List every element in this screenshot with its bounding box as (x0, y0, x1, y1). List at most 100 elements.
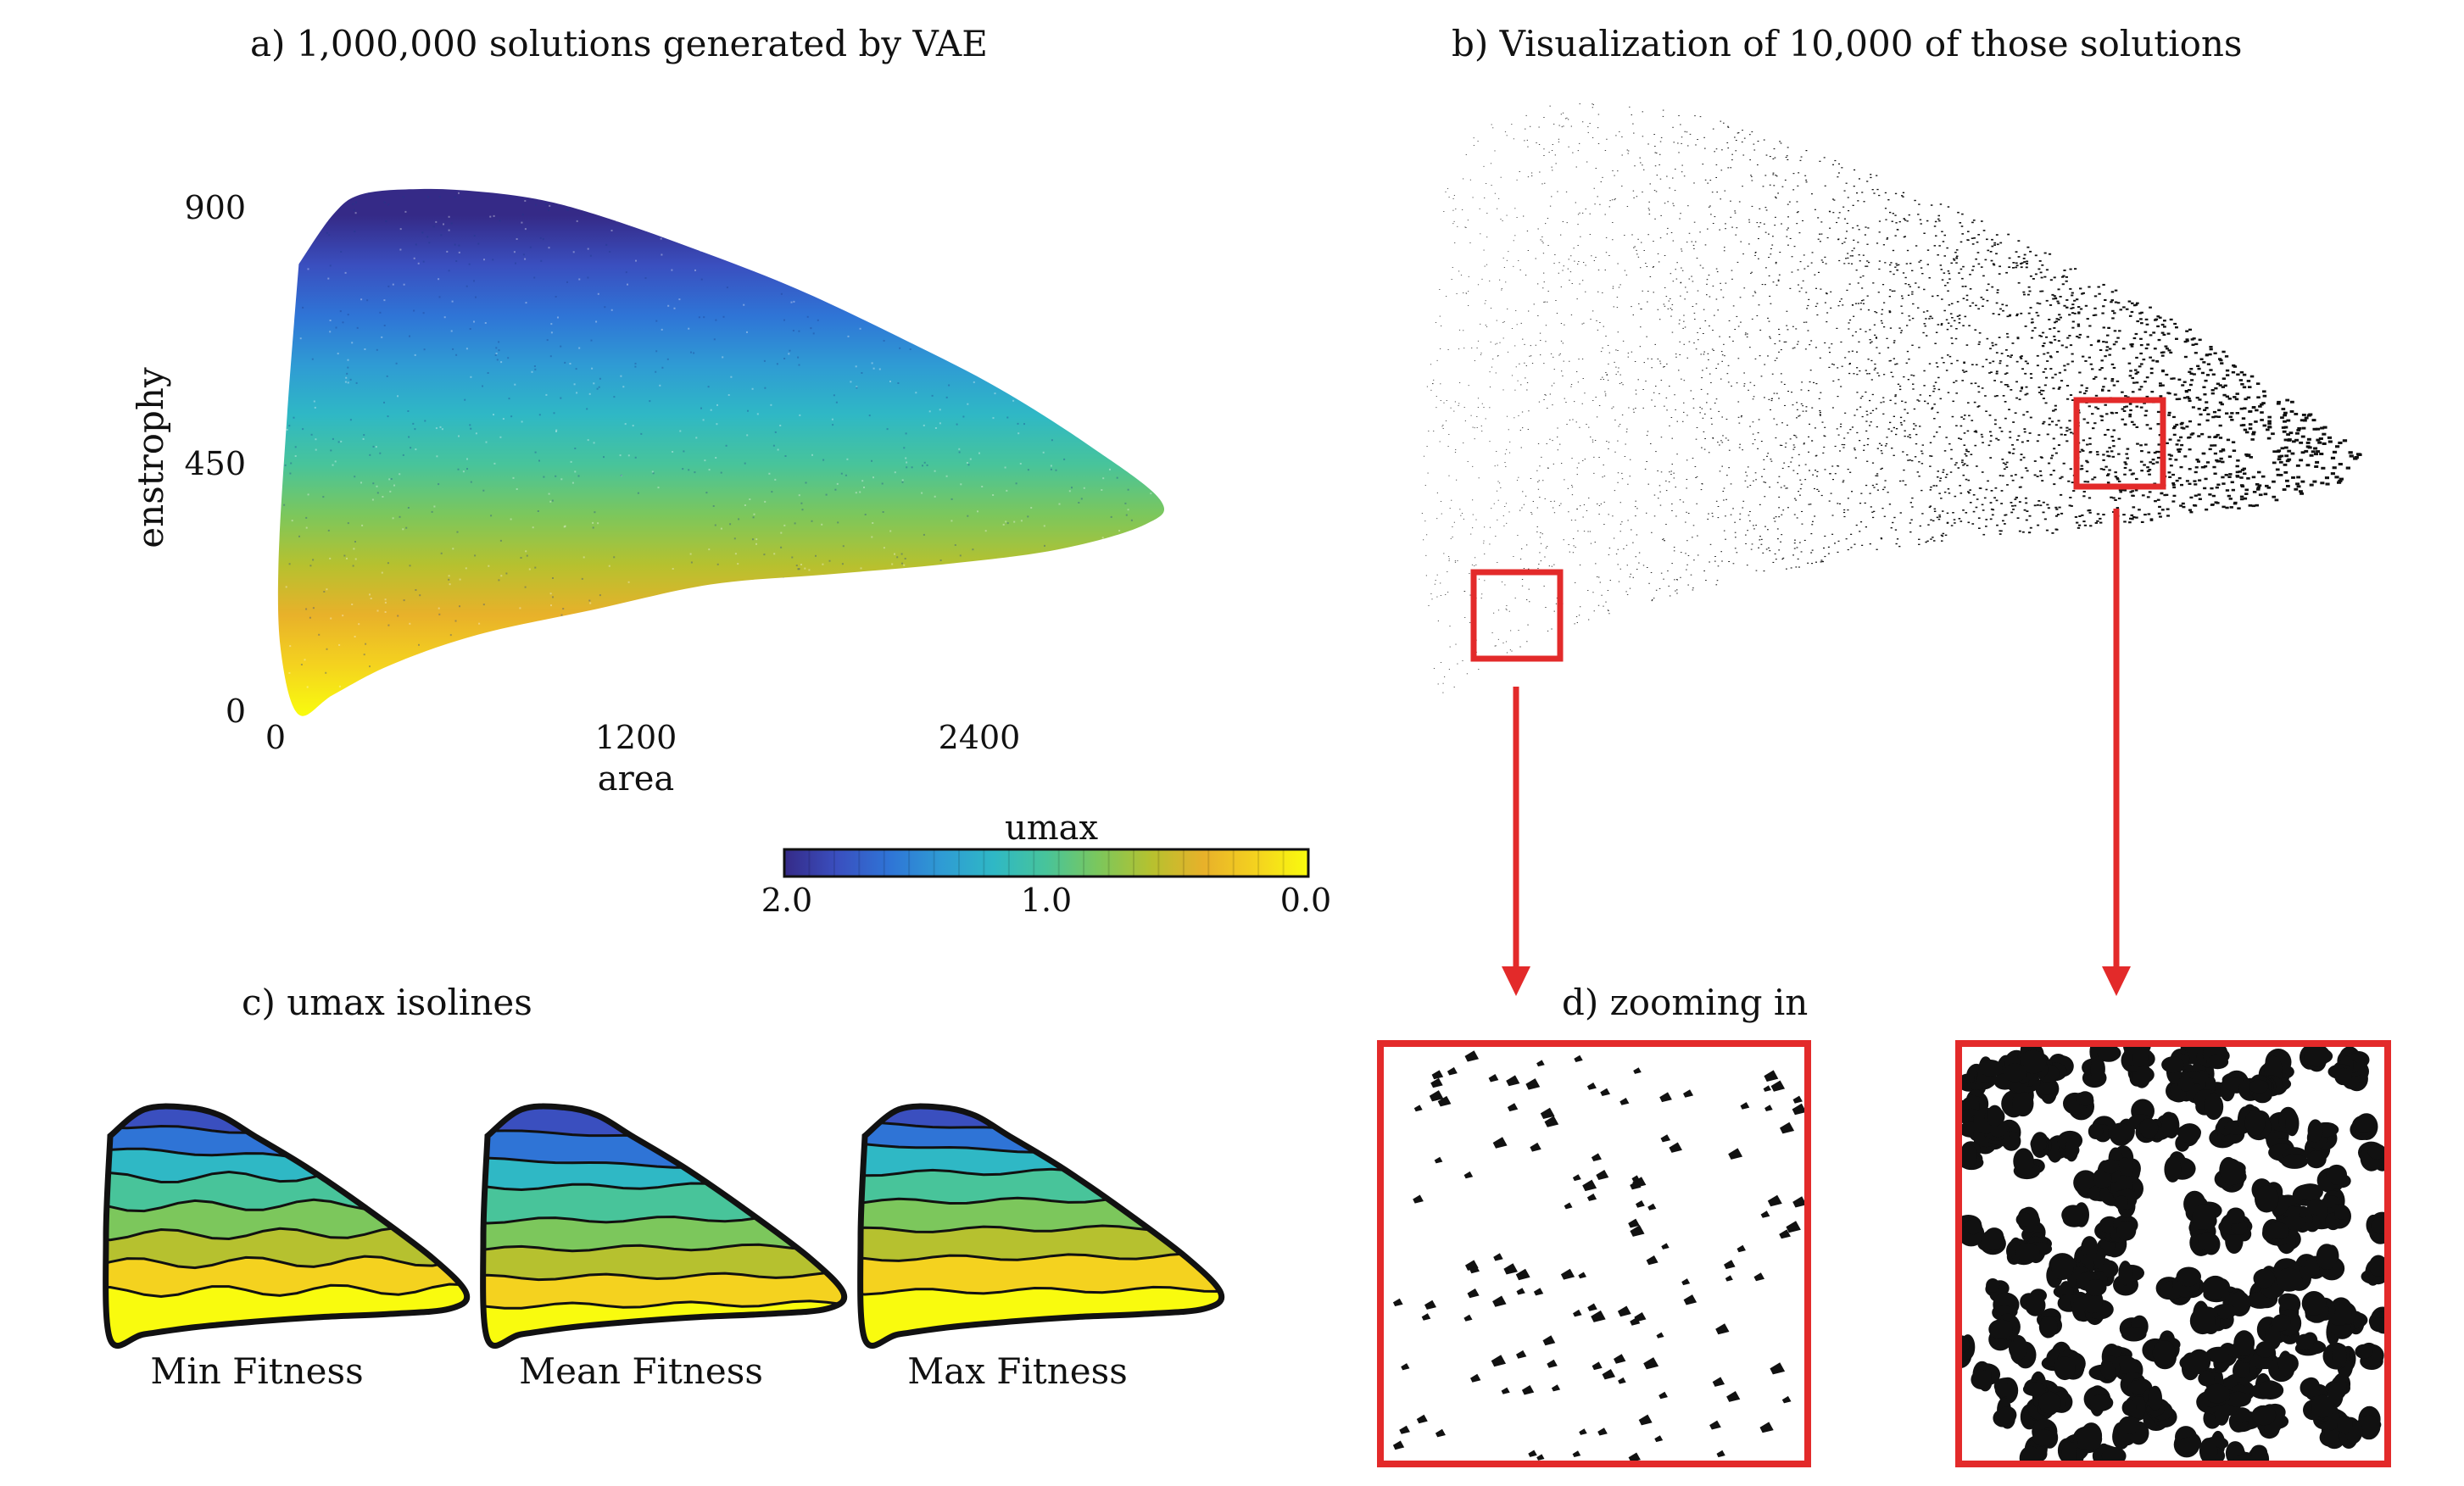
scatter-speckle (1008, 165, 1010, 167)
scatter-point (2020, 266, 2023, 269)
scatter-point (2168, 458, 2172, 460)
scatter-point (1455, 449, 1457, 450)
scatter-speckle (475, 432, 477, 435)
scatter-point (1977, 308, 1980, 310)
scatter-point (1531, 363, 1534, 364)
scatter-speckle (417, 167, 419, 169)
scatter-point (1856, 225, 1859, 226)
scatter-point (1963, 432, 1966, 434)
scatter-point (1651, 532, 1653, 533)
scatter-point (1968, 415, 1971, 417)
scatter-point (1539, 465, 1541, 467)
scatter-point (1592, 439, 1594, 441)
scatter-point (1849, 471, 1852, 473)
scatter-point (1955, 249, 1959, 251)
scatter-point (1477, 398, 1480, 399)
scatter-speckle (798, 364, 800, 366)
scatter-point (1715, 164, 1718, 165)
scatter-speckle (358, 623, 360, 626)
scatter-point (1886, 237, 1889, 239)
scatter-speckle (678, 132, 680, 134)
scatter-speckle (345, 376, 348, 379)
scatter-point (1775, 216, 1776, 218)
scatter-point (2160, 354, 2165, 357)
scatter-point (1672, 177, 1674, 179)
scatter-point (1929, 455, 1932, 457)
scatter-point (2214, 387, 2218, 390)
scatter-speckle (977, 510, 978, 513)
scatter-point (1736, 552, 1738, 554)
scatter-point (2114, 476, 2118, 478)
scatter-point (1840, 386, 1842, 387)
scatter-point (2177, 450, 2182, 454)
scatter-point (1981, 387, 1984, 389)
scatter-speckle (409, 565, 411, 567)
scatter-speckle (926, 110, 928, 112)
scatter-point (1564, 398, 1565, 399)
scatter-speckle (1067, 676, 1069, 678)
scatter-speckle (817, 319, 819, 321)
scatter-point (1477, 141, 1479, 142)
scatter-point (2290, 400, 2294, 404)
scatter-point (2107, 389, 2110, 392)
scatter-point (1944, 285, 1947, 287)
scatter-speckle (1131, 564, 1134, 566)
scatter-speckle (302, 306, 304, 309)
panel-b: b) Visualization of 10,000 of those solu… (1421, 23, 2362, 996)
scatter-point (1974, 444, 1977, 447)
scatter-speckle (677, 236, 679, 238)
scatter-point (1582, 378, 1584, 379)
scatter-point (1924, 325, 1926, 327)
scatter-point (1699, 406, 1701, 408)
scatter-speckle (401, 114, 403, 115)
scatter-speckle (942, 282, 945, 285)
scatter-point (2262, 390, 2266, 393)
scatter-point (1752, 421, 1754, 423)
scatter-speckle (1058, 246, 1061, 248)
scatter-point (1621, 521, 1623, 523)
scatter-point (1899, 421, 1903, 424)
scatter-speckle (780, 292, 783, 295)
scatter-speckle (788, 353, 790, 355)
scatter-speckle (603, 196, 605, 198)
scatter-point (2106, 481, 2110, 484)
scatter-point (1654, 165, 1657, 167)
scatter-speckle (794, 590, 797, 593)
scatter-point (1831, 407, 1834, 409)
scatter-point (2019, 356, 2022, 358)
scatter-point (1618, 367, 1619, 369)
scatter-point (1650, 572, 1653, 573)
scatter-speckle (1109, 280, 1112, 282)
scatter-point (2267, 420, 2272, 423)
scatter-point (1826, 237, 1829, 239)
scatter-speckle (466, 458, 468, 460)
scatter-point (2207, 436, 2211, 438)
scatter-point (2138, 312, 2142, 314)
scatter-point (1865, 410, 1868, 412)
scatter-speckle (999, 597, 1001, 599)
scatter-point (2185, 426, 2189, 428)
scatter-point (1876, 175, 1878, 176)
scatter-speckle (995, 384, 998, 387)
scatter-point (1710, 417, 1713, 419)
scatter-speckle (1006, 637, 1008, 639)
scatter-point (2015, 496, 2018, 498)
scatter-point (1474, 557, 1476, 559)
scatter-speckle (774, 243, 776, 246)
scatter-point (1461, 513, 1463, 514)
panel-b-scatter-points (1421, 103, 2362, 693)
scatter-point (2089, 344, 2093, 347)
scatter-point (2149, 461, 2153, 464)
scatter-speckle (707, 386, 710, 388)
scatter-point (1440, 582, 1441, 584)
scatter-point (2059, 316, 2062, 319)
scatter-point (1602, 476, 1603, 478)
scatter-point (1495, 372, 1497, 374)
scatter-point (1889, 264, 1892, 266)
scatter-point (1775, 516, 1777, 518)
scatter-point (1932, 485, 1935, 487)
scatter-point (1779, 141, 1781, 142)
scatter-point (1621, 136, 1623, 137)
scatter-point (1977, 234, 1980, 236)
scatter-point (1647, 143, 1649, 145)
